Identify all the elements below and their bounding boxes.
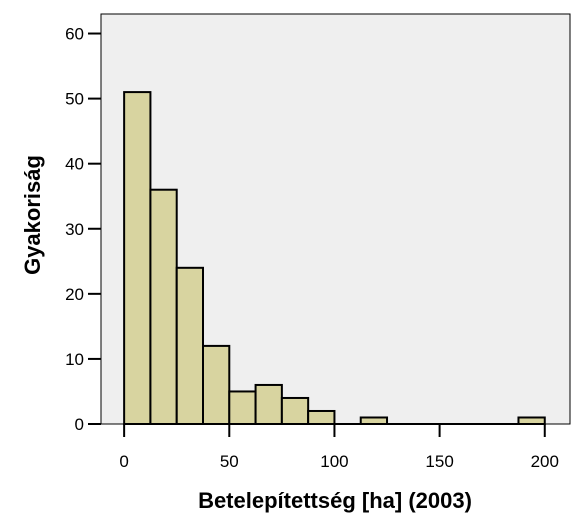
x-tick-label-0: 0 [119, 452, 128, 471]
x-axis-title: Betelepítettség [ha] (2003) [198, 488, 472, 513]
histogram-bar-2 [175, 266, 205, 425]
y-tick-label-40: 40 [65, 155, 84, 174]
y-tick-label-20: 20 [65, 285, 84, 304]
x-tick-label-100: 100 [320, 452, 348, 471]
y-tick-label-0: 0 [75, 415, 84, 434]
histogram-bar-0 [123, 91, 152, 425]
y-tick-label-60: 60 [65, 25, 84, 44]
y-axis: 0 10 20 30 40 50 60 [65, 25, 101, 434]
bars-group [123, 91, 546, 426]
histogram-bar-3 [202, 344, 231, 425]
x-tick-label-200: 200 [531, 452, 559, 471]
histogram-bar-1 [149, 188, 178, 425]
histogram-bar-7 [307, 409, 336, 426]
y-tick-label-10: 10 [65, 350, 84, 369]
x-axis: 0 50 100 150 200 [119, 424, 559, 471]
y-tick-label-50: 50 [65, 90, 84, 109]
x-tick-label-150: 150 [425, 452, 453, 471]
y-tick-label-30: 30 [65, 220, 84, 239]
x-tick-label-50: 50 [220, 452, 239, 471]
histogram-bar-5 [254, 383, 283, 426]
y-axis-title: Gyakoriság [20, 155, 45, 275]
histogram-bar-4 [228, 390, 257, 426]
histogram-bar-6 [280, 396, 310, 426]
